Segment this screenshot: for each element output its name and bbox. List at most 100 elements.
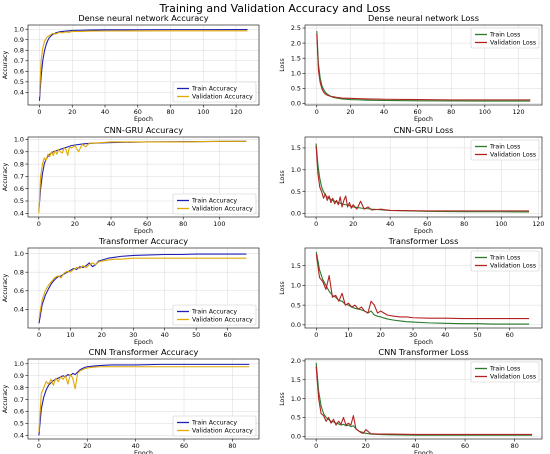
- x-axis-label: Epoch: [414, 339, 433, 346]
- x-tick-label: 40: [441, 331, 449, 339]
- x-tick-label: 30: [409, 331, 417, 339]
- series-line: [38, 363, 250, 436]
- x-tick-label: 80: [511, 442, 519, 450]
- series-line: [38, 253, 247, 324]
- x-axis-label: Epoch: [134, 450, 153, 454]
- x-tick-label: 60: [134, 108, 142, 116]
- y-tick-label: 0.4: [14, 210, 24, 218]
- plot-frame: [304, 136, 543, 218]
- legend-label: Validation Accuracy: [192, 94, 253, 101]
- y-tick-label: 1.0: [14, 25, 24, 33]
- chart-panel: Dense neural network Loss 0 20 40 60 80 100 120…: [279, 13, 543, 123]
- figure-title: Training and Validation Accuracy and Los…: [159, 2, 391, 15]
- y-axis-label: Accuracy: [2, 51, 9, 80]
- x-tick-label: 0: [37, 331, 41, 339]
- x-tick-label: 60: [414, 108, 422, 116]
- series-line: [315, 145, 530, 212]
- x-tick-label: 80: [460, 220, 468, 228]
- y-tick-label: 0.5: [291, 85, 301, 93]
- y-tick-label: 0.8: [14, 160, 24, 168]
- chart-panel: CNN Transformer Accuracy 0 20 40 60 80 0.4 0.5 0…: [2, 347, 260, 454]
- plot-frame: [27, 136, 260, 218]
- y-tick-label: 2.0: [291, 357, 301, 365]
- x-tick-label: 60: [180, 442, 188, 450]
- y-tick-label: 0.5: [291, 301, 301, 309]
- legend-label: Train Accuracy: [191, 309, 237, 316]
- chart-panel: CNN-GRU Loss 0 20 40 60 80 100 120 0.0 0.5 1.0 1.5 E…: [279, 125, 544, 235]
- x-tick-label: 60: [224, 331, 232, 339]
- legend-box: [172, 81, 257, 103]
- x-tick-label: 20: [346, 108, 354, 116]
- legend-label: Train Accuracy: [191, 198, 237, 205]
- legend-box: [470, 361, 540, 383]
- x-tick-label: 20: [349, 220, 357, 228]
- x-tick-label: 100: [197, 108, 209, 116]
- x-tick-label: 60: [506, 331, 514, 339]
- x-tick-label: 50: [473, 331, 481, 339]
- y-tick-label: 2.0: [291, 39, 301, 47]
- chart-panel: Transformer Accuracy 0 10 20 30 40 50 60 0.4 0.6 0…: [2, 236, 260, 346]
- x-tick-label: 20: [83, 442, 91, 450]
- plot-frame: [27, 358, 260, 440]
- y-axis-label: Loss: [279, 170, 286, 184]
- plot-frame: [304, 358, 543, 440]
- y-tick-label: 0.7: [14, 173, 24, 181]
- y-tick-label: 0.4: [14, 306, 24, 314]
- chart-title: CNN-GRU Accuracy: [104, 125, 183, 135]
- x-axis-label: Epoch: [414, 116, 433, 123]
- legend-label: Train Accuracy: [191, 420, 237, 427]
- y-tick-label: 0.0: [291, 321, 301, 329]
- x-tick-label: 40: [380, 108, 388, 116]
- x-tick-label: 50: [192, 331, 200, 339]
- y-tick-label: 0.8: [14, 46, 24, 54]
- legend-box: [470, 27, 540, 49]
- y-tick-label: 1.5: [291, 144, 301, 152]
- series-line: [38, 257, 247, 319]
- y-tick-label: 0.5: [14, 78, 24, 86]
- series-line: [316, 34, 531, 101]
- y-tick-label: 0.4: [14, 432, 24, 440]
- legend-label: Validation Accuracy: [192, 317, 253, 324]
- legend-box: [172, 193, 257, 215]
- legend-label: Validation Accuracy: [192, 206, 253, 213]
- chart-panel: Dense neural network Accuracy 0 20 40 60 80 10…: [2, 13, 260, 123]
- subplots: Dense neural network Accuracy 0 20 40 60 80 10…: [2, 13, 544, 454]
- y-axis-label: Loss: [279, 58, 286, 72]
- x-tick-label: 10: [344, 331, 352, 339]
- y-tick-label: 0.5: [14, 420, 24, 428]
- y-tick-label: 0.9: [14, 372, 24, 380]
- y-tick-label: 1.5: [291, 54, 301, 62]
- x-tick-label: 40: [386, 220, 394, 228]
- x-tick-label: 100: [479, 108, 491, 116]
- y-tick-label: 1.0: [291, 70, 301, 78]
- x-tick-label: 20: [377, 331, 385, 339]
- y-tick-label: 0.5: [14, 197, 24, 205]
- chart-title: Dense neural network Accuracy: [78, 13, 208, 23]
- legend-label: Validation Loss: [490, 374, 536, 381]
- y-tick-label: 1.0: [291, 395, 301, 403]
- x-tick-label: 100: [495, 220, 507, 228]
- x-tick-label: 0: [314, 442, 318, 450]
- y-tick-label: 0.0: [291, 433, 301, 441]
- x-axis-label: Epoch: [414, 450, 433, 454]
- x-tick-label: 60: [461, 442, 469, 450]
- x-tick-label: 0: [37, 220, 41, 228]
- x-tick-label: 20: [98, 331, 106, 339]
- x-axis-label: Epoch: [134, 339, 153, 346]
- y-axis-label: Accuracy: [2, 385, 9, 414]
- legend-label: Validation Accuracy: [192, 428, 253, 435]
- y-tick-label: 1.0: [14, 136, 24, 144]
- series-line: [315, 366, 533, 436]
- x-tick-label: 20: [71, 220, 79, 228]
- y-tick-label: 0.9: [14, 36, 24, 44]
- x-tick-label: 0: [37, 108, 41, 116]
- y-tick-label: 0.4: [14, 89, 24, 97]
- x-tick-label: 60: [423, 220, 431, 228]
- series-line: [38, 366, 250, 432]
- y-tick-label: 1.5: [291, 262, 301, 270]
- chart-panel: CNN Transformer Loss 0 20 40 60 80 0.0 0.5 1.0 1.…: [279, 347, 543, 454]
